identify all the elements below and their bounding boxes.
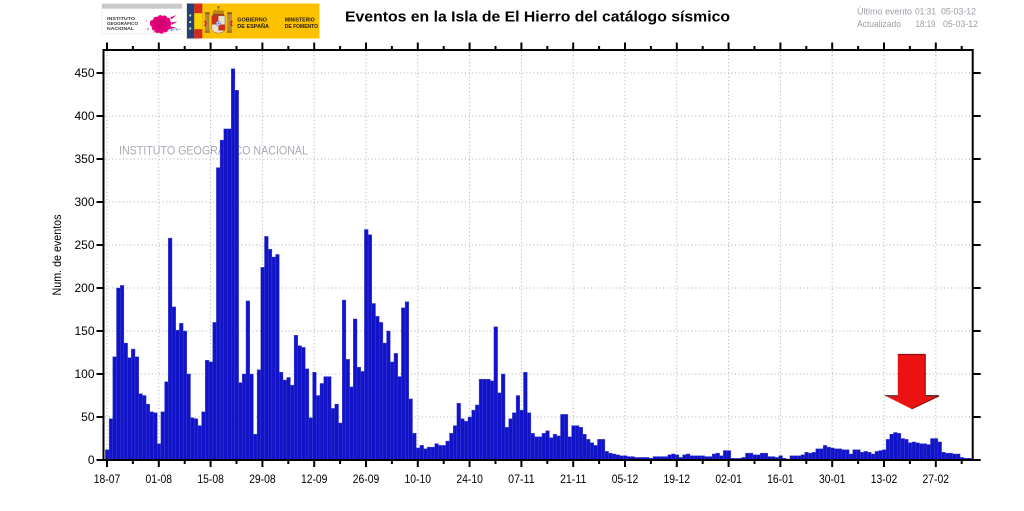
svg-text:18-07: 18-07 xyxy=(94,472,121,486)
svg-text:24-10: 24-10 xyxy=(456,472,483,486)
svg-text:400: 400 xyxy=(74,109,94,123)
svg-text:INSTITUTO: INSTITUTO xyxy=(107,16,136,21)
svg-text:Actualizado: Actualizado xyxy=(857,19,901,29)
svg-text:26-09: 26-09 xyxy=(353,472,380,486)
svg-text:350: 350 xyxy=(74,152,94,166)
svg-text:DE FOMENTO: DE FOMENTO xyxy=(285,24,318,30)
svg-text:200: 200 xyxy=(74,281,94,295)
svg-text:19-12: 19-12 xyxy=(664,472,691,486)
svg-text:50: 50 xyxy=(81,410,95,424)
svg-text:Último evento: Último evento xyxy=(857,7,912,17)
svg-text:29-08: 29-08 xyxy=(249,472,276,486)
svg-text:13-02: 13-02 xyxy=(871,472,898,486)
svg-text:16-01: 16-01 xyxy=(767,472,794,486)
svg-text:21-11: 21-11 xyxy=(560,472,587,486)
svg-text:300: 300 xyxy=(74,195,94,209)
svg-text:Num. de eventos: Num. de eventos xyxy=(51,214,64,295)
svg-text:01:31: 01:31 xyxy=(915,7,936,17)
svg-text:250: 250 xyxy=(74,238,94,252)
svg-text:15-08: 15-08 xyxy=(197,472,224,486)
svg-text:450: 450 xyxy=(74,66,94,80)
svg-text:10-10: 10-10 xyxy=(405,472,432,486)
svg-text:NACIONAL: NACIONAL xyxy=(107,26,134,31)
svg-text:150: 150 xyxy=(74,324,94,338)
svg-text:05-03-12: 05-03-12 xyxy=(943,19,978,29)
svg-text:100: 100 xyxy=(74,367,94,381)
svg-text:18:19: 18:19 xyxy=(916,19,936,29)
svg-text:27-02: 27-02 xyxy=(923,472,950,486)
svg-text:12-09: 12-09 xyxy=(301,472,328,486)
svg-text:30-01: 30-01 xyxy=(819,472,846,486)
svg-text:02-01: 02-01 xyxy=(715,472,742,486)
svg-text:07-11: 07-11 xyxy=(508,472,535,486)
svg-text:01-08: 01-08 xyxy=(146,472,173,486)
svg-text:GEOGRÁFICO: GEOGRÁFICO xyxy=(107,21,139,26)
svg-text:0: 0 xyxy=(88,453,95,467)
svg-text:DE ESPAÑA: DE ESPAÑA xyxy=(237,23,269,30)
svg-text:Eventos en la Isla de El Hierr: Eventos en la Isla de El Hierro del catá… xyxy=(345,9,730,25)
svg-text:05-03-12: 05-03-12 xyxy=(941,7,976,17)
svg-text:INSTITUTO GEOGRÁFICO NACIONAL: INSTITUTO GEOGRÁFICO NACIONAL xyxy=(119,143,308,158)
svg-text:05-12: 05-12 xyxy=(612,472,639,486)
svg-text:MINISTERIO: MINISTERIO xyxy=(285,18,315,24)
svg-text:GOBIERNO: GOBIERNO xyxy=(237,18,267,24)
